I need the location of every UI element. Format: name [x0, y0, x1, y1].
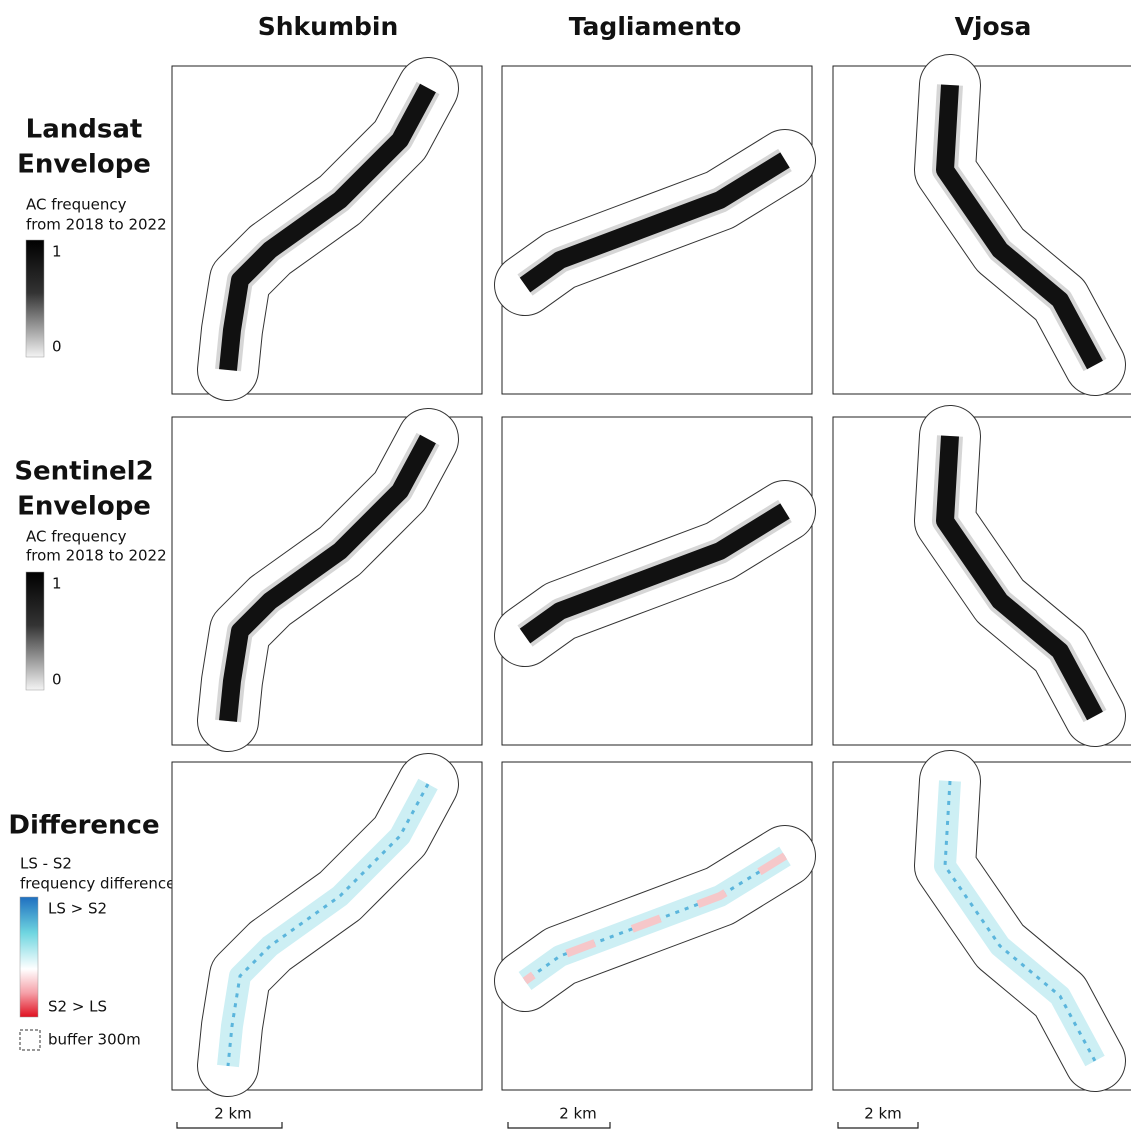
buffer-legend-symbol [20, 1030, 40, 1050]
color-bar-label: S2 > LS [48, 998, 107, 1016]
buffer-legend-label: buffer 300m [48, 1031, 141, 1049]
color-bar-label: 1 [52, 243, 62, 261]
row-title: Sentinel2 [14, 457, 153, 487]
row-title: Envelope [17, 492, 151, 522]
color-bar [20, 897, 38, 1017]
map-panel [172, 417, 482, 745]
scale-bar [508, 1122, 610, 1128]
color-bar-label: 0 [52, 338, 62, 356]
column-title: Vjosa [955, 12, 1032, 41]
map-panel [172, 66, 482, 394]
map-panel [502, 762, 812, 1090]
map-panel [833, 762, 1131, 1090]
row-title: Envelope [17, 150, 151, 180]
scale-bar-label: 2 km [214, 1105, 252, 1123]
map-panel [833, 66, 1131, 394]
column-title: Tagliamento [569, 12, 742, 41]
map-panel [833, 417, 1131, 745]
color-bar [26, 572, 44, 690]
map-panel [172, 762, 482, 1090]
map-panel [502, 417, 812, 745]
color-bar-label: 0 [52, 671, 62, 689]
row-title: Landsat [26, 115, 143, 145]
legend-title: LS - S2 [20, 855, 72, 873]
legend-title: frequency difference [20, 875, 175, 893]
legend-title: from 2018 to 2022 [26, 216, 167, 234]
scale-bar-label: 2 km [864, 1105, 902, 1123]
legend-title: AC frequency [26, 196, 127, 214]
color-bar [26, 240, 44, 357]
legend-title: AC frequency [26, 528, 127, 546]
color-bar-label: LS > S2 [48, 900, 107, 918]
column-title: Shkumbin [258, 12, 399, 41]
scale-bar [177, 1122, 282, 1128]
color-bar-label: 1 [52, 575, 62, 593]
legend-title: from 2018 to 2022 [26, 547, 167, 565]
figure: Shkumbin Tagliamento Vjosa Landsat Envelope A… [0, 0, 1131, 1131]
row-title: Difference [8, 811, 159, 841]
scale-bar [838, 1122, 918, 1128]
map-panel [502, 66, 812, 394]
scale-bar-label: 2 km [559, 1105, 597, 1123]
